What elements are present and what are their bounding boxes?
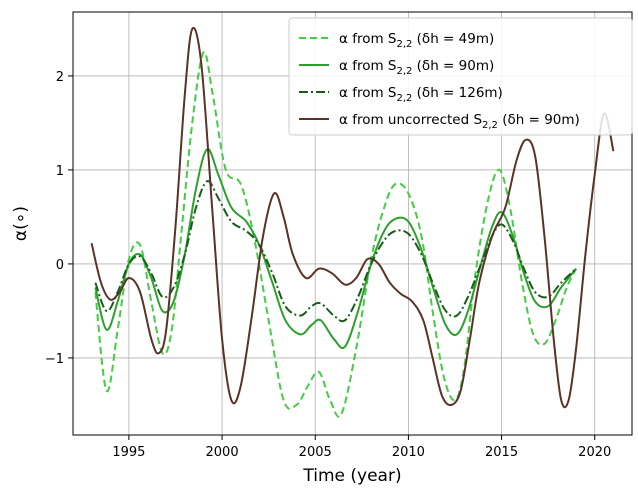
series-line-4 [90, 26, 615, 409]
x-tick-label: 2020 [578, 445, 611, 460]
y-tick-label: 2 [56, 70, 64, 85]
y-axis-title: α(∘) [11, 206, 31, 241]
x-axis: 1995 2000 2005 2010 2015 2020 [112, 435, 611, 460]
y-tick-label: 0 [56, 258, 64, 273]
y-tick-label: 1 [56, 164, 64, 179]
legend-label-1: α from S2,2 (δh = 49m) [339, 31, 494, 50]
series-line-1 [94, 51, 577, 418]
legend: α from S2,2 (δh = 49m) α from S2,2 (δh = … [288, 17, 633, 136]
x-tick-label: 2000 [206, 445, 239, 460]
plot-frame [72, 11, 633, 436]
x-tick-label: 2010 [392, 445, 425, 460]
x-tick-label: 2015 [485, 445, 518, 460]
legend-label-2: α from S2,2 (δh = 90m) [339, 58, 494, 77]
series-line-2 [94, 148, 577, 350]
x-tick-label: 2005 [299, 445, 332, 460]
legend-box [288, 17, 633, 136]
y-axis: −1 0 1 2 [45, 70, 73, 367]
y-tick-label: −1 [45, 352, 64, 367]
x-axis-title: Time (year) [302, 466, 401, 486]
series-line-3 [94, 180, 577, 323]
x-tick-label: 1995 [112, 445, 145, 460]
legend-label-3: α from S2,2 (δh = 126m) [339, 85, 503, 104]
series-layer [90, 26, 615, 418]
legend-label-4: α from uncorrected S2,2 (δh = 90m) [339, 112, 580, 131]
